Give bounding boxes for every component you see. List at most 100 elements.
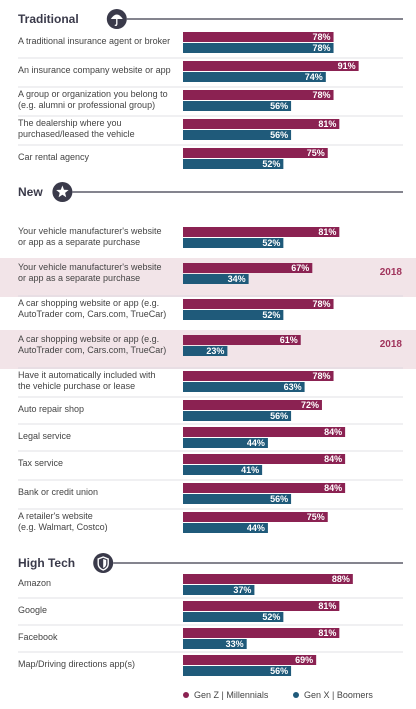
data-label: 75% [307, 512, 325, 522]
data-label: 56% [270, 411, 288, 421]
bar-genz-millennials [183, 90, 334, 100]
legend-label: Gen Z | Millennials [194, 690, 269, 700]
chart-row: A retailer's website(e.g. Walmart, Costc… [18, 511, 328, 533]
bar-genx-boomers [183, 612, 284, 622]
data-label: 56% [270, 130, 288, 140]
bar-genx-boomers [183, 523, 268, 533]
row-label: (e.g. Walmart, Costco) [18, 522, 108, 532]
data-label: 23% [206, 346, 224, 356]
chart-row: Amazon 88% 37% [18, 574, 403, 599]
data-label: 56% [270, 494, 288, 504]
bar-genx-boomers [183, 130, 292, 140]
bar-genz-millennials [183, 427, 346, 437]
data-label: 78% [313, 43, 331, 53]
row-label: A retailer's website [18, 511, 93, 521]
bar-genz-millennials [183, 454, 346, 464]
bar-genz-millennials [183, 371, 334, 381]
data-label: 56% [270, 666, 288, 676]
bar-genz-millennials [183, 574, 353, 584]
bar-genx-boomers [183, 274, 249, 284]
data-label: 72% [301, 400, 319, 410]
chart-row: Auto repair shop 72% 56% [18, 400, 403, 425]
bar-genz-millennials [183, 512, 328, 522]
row-label: A car shopping website or app (e.g. [18, 298, 159, 308]
row-label: A car shopping website or app (e.g. [18, 334, 159, 344]
row-label: Map/Driving directions app(s) [18, 659, 135, 669]
data-label: 41% [241, 465, 259, 475]
bar-genz-millennials [183, 32, 334, 42]
row-label: A group or organization you belong to [18, 89, 168, 99]
chart-row: Bank or credit union 84% 56% [18, 483, 403, 510]
row-label: (e.g. alumni or professional group) [18, 100, 155, 110]
data-label: 74% [305, 72, 323, 82]
data-label: 81% [318, 119, 336, 129]
bar-genz-millennials [183, 483, 346, 493]
data-label: 84% [324, 454, 342, 464]
chart-row: Facebook 81% 33% [18, 628, 403, 653]
row-label: purchased/leased the vehicle [18, 129, 135, 139]
chart-row: A car shopping website or app (e.g.AutoT… [0, 330, 416, 369]
bar-genz-millennials [183, 263, 313, 273]
legend-marker [183, 692, 189, 698]
data-label: 44% [247, 438, 265, 448]
data-label: 81% [318, 601, 336, 611]
year-tag: 2018 [380, 339, 403, 350]
bar-genx-boomers [183, 238, 284, 248]
data-label: 44% [247, 523, 265, 533]
data-label: 63% [284, 382, 302, 392]
row-label: Tax service [18, 458, 63, 468]
bar-genz-millennials [183, 655, 317, 665]
bar-genx-boomers [183, 585, 255, 595]
chart-row: A car shopping website or app (e.g.AutoT… [18, 298, 403, 333]
chart-row: A traditional insurance agent or broker 7… [18, 32, 403, 59]
legend-marker [293, 692, 299, 698]
chart-row: An insurance company website or app 91% 74… [18, 61, 403, 88]
data-label: 34% [228, 274, 246, 284]
row-label: or app as a separate purchase [18, 237, 140, 247]
data-label: 84% [324, 483, 342, 493]
row-label: or app as a separate purchase [18, 273, 140, 283]
bar-genx-boomers [183, 411, 292, 421]
row-label: Have it automatically included with [18, 370, 156, 380]
chart-row: The dealership where youpurchased/leased… [18, 118, 403, 146]
chart-row: A group or organization you belong to(e.… [18, 89, 403, 117]
bar-genx-boomers [183, 101, 292, 111]
data-label: 78% [313, 371, 331, 381]
umbrella-icon [106, 9, 127, 29]
bar-genx-boomers [183, 639, 247, 649]
bar-genz-millennials [183, 628, 340, 638]
row-label: Google [18, 605, 47, 615]
section-title: Traditional [18, 12, 79, 26]
data-label: 78% [313, 299, 331, 309]
legend: Gen Z | Millennials Gen X | Boomers [183, 690, 373, 700]
data-label: 33% [226, 639, 244, 649]
data-label: 75% [307, 148, 325, 158]
data-label: 91% [338, 61, 356, 71]
chart-row: Legal service 84% 44% [18, 427, 403, 452]
row-label: the vehicle purchase or lease [18, 381, 135, 391]
data-label: 78% [313, 90, 331, 100]
row-label: The dealership where you [18, 118, 122, 128]
data-label: 52% [262, 612, 280, 622]
bar-genx-boomers [183, 72, 326, 82]
row-label: Car rental agency [18, 152, 90, 162]
bar-genx-boomers [183, 438, 268, 448]
row-label: AutoTrader com, Cars.com, TrueCar) [18, 345, 166, 355]
bar-genz-millennials [183, 148, 328, 158]
bar-genx-boomers [183, 346, 228, 356]
row-label: Your vehicle manufacturer's website [18, 262, 161, 272]
row-label: Legal service [18, 431, 71, 441]
data-label: 78% [313, 32, 331, 42]
row-label: Amazon [18, 578, 51, 588]
bar-genz-millennials [183, 400, 322, 410]
bar-genz-millennials [183, 61, 359, 71]
data-label: 61% [280, 335, 298, 345]
chart-row: Car rental agency 75% 52% [18, 148, 328, 169]
data-label: 69% [295, 655, 313, 665]
bar-genx-boomers [183, 382, 305, 392]
shield-icon [93, 553, 114, 573]
chart-row: Google 81% 52% [18, 601, 403, 626]
